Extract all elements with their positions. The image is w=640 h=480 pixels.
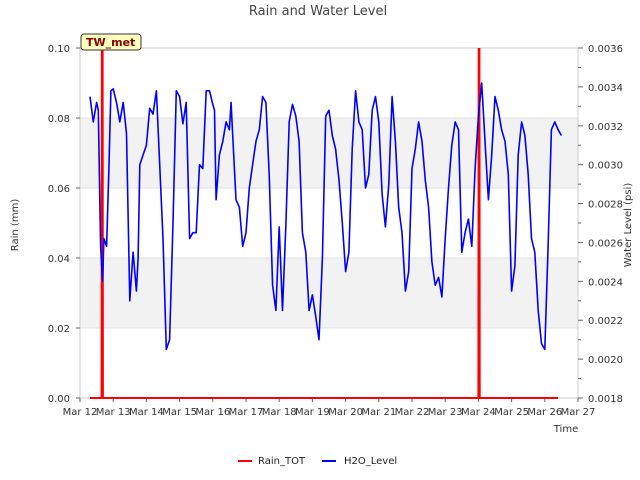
plot-band-0 bbox=[80, 258, 578, 328]
y-axis-right: 0.0018 0.0020 0.0022 0.0024 0.0026 0.0028 0.00… bbox=[578, 44, 623, 405]
x-tick-label-1: Mar 13 bbox=[96, 407, 131, 418]
chart-title: Rain and Water Level bbox=[249, 4, 387, 19]
legend-label-h2o-level: H2O_Level bbox=[344, 456, 397, 467]
y-left-tick-label-0: 0.00 bbox=[48, 394, 70, 405]
x-tick-label-12: Mar 24 bbox=[461, 407, 496, 418]
legend: Rain_TOT H2O_Level bbox=[238, 456, 397, 467]
y-left-tick-label-2: 0.04 bbox=[48, 254, 70, 265]
site-badge: TW_met bbox=[80, 33, 142, 51]
y-left-tick-label-3: 0.06 bbox=[48, 184, 70, 195]
y-axis-left-title: Rain (mm) bbox=[10, 199, 21, 252]
x-tick-label-4: Mar 16 bbox=[195, 407, 230, 418]
x-tick-label-2: Mar 14 bbox=[129, 407, 164, 418]
site-badge-label: TW_met bbox=[86, 36, 135, 49]
plot-band-1 bbox=[80, 118, 578, 188]
y-right-tick-label-4: 0.0026 bbox=[588, 238, 623, 249]
h2o-level-line bbox=[89, 82, 563, 351]
x-tick-label-11: Mar 23 bbox=[428, 407, 463, 418]
y-left-tick-label-5: 0.10 bbox=[48, 44, 70, 55]
y-right-tick-label-2: 0.0022 bbox=[588, 316, 623, 327]
y-right-tick-label-8: 0.0034 bbox=[588, 83, 623, 94]
rain-tot-line bbox=[90, 47, 559, 399]
x-tick-label-15: Mar 27 bbox=[561, 407, 596, 418]
legend-label-rain-tot: Rain_TOT bbox=[258, 456, 306, 467]
y-right-tick-label-5: 0.0028 bbox=[588, 200, 623, 211]
x-tick-label-7: Mar 19 bbox=[295, 407, 330, 418]
y-right-tick-label-3: 0.0024 bbox=[588, 277, 623, 288]
y-right-tick-label-1: 0.0020 bbox=[588, 355, 623, 366]
x-axis-title: Time bbox=[553, 424, 578, 435]
x-tick-label-10: Mar 22 bbox=[395, 407, 430, 418]
x-tick-label-5: Mar 17 bbox=[229, 407, 264, 418]
y-right-tick-label-6: 0.0030 bbox=[588, 161, 623, 172]
x-tick-label-0: Mar 12 bbox=[63, 407, 98, 418]
y-right-tick-label-0: 0.0018 bbox=[588, 394, 623, 405]
y-axis-left: 0.00 0.02 0.04 0.06 0.08 0.10 bbox=[48, 44, 80, 405]
y-left-tick-label-1: 0.02 bbox=[48, 324, 70, 335]
y-right-tick-label-9: 0.0036 bbox=[588, 44, 623, 55]
y-right-tick-label-7: 0.0032 bbox=[588, 122, 623, 133]
x-tick-label-14: Mar 26 bbox=[527, 407, 562, 418]
y-axis-right-title: Water Level (psi) bbox=[623, 183, 634, 268]
x-tick-label-6: Mar 18 bbox=[262, 407, 297, 418]
y-left-tick-label-4: 0.08 bbox=[48, 114, 70, 125]
series-rain-tot bbox=[90, 47, 559, 399]
x-tick-label-13: Mar 25 bbox=[494, 407, 529, 418]
x-tick-label-3: Mar 15 bbox=[162, 407, 197, 418]
x-tick-label-9: Mar 21 bbox=[361, 407, 396, 418]
series-h2o-level bbox=[89, 82, 563, 351]
x-tick-label-8: Mar 20 bbox=[328, 407, 363, 418]
